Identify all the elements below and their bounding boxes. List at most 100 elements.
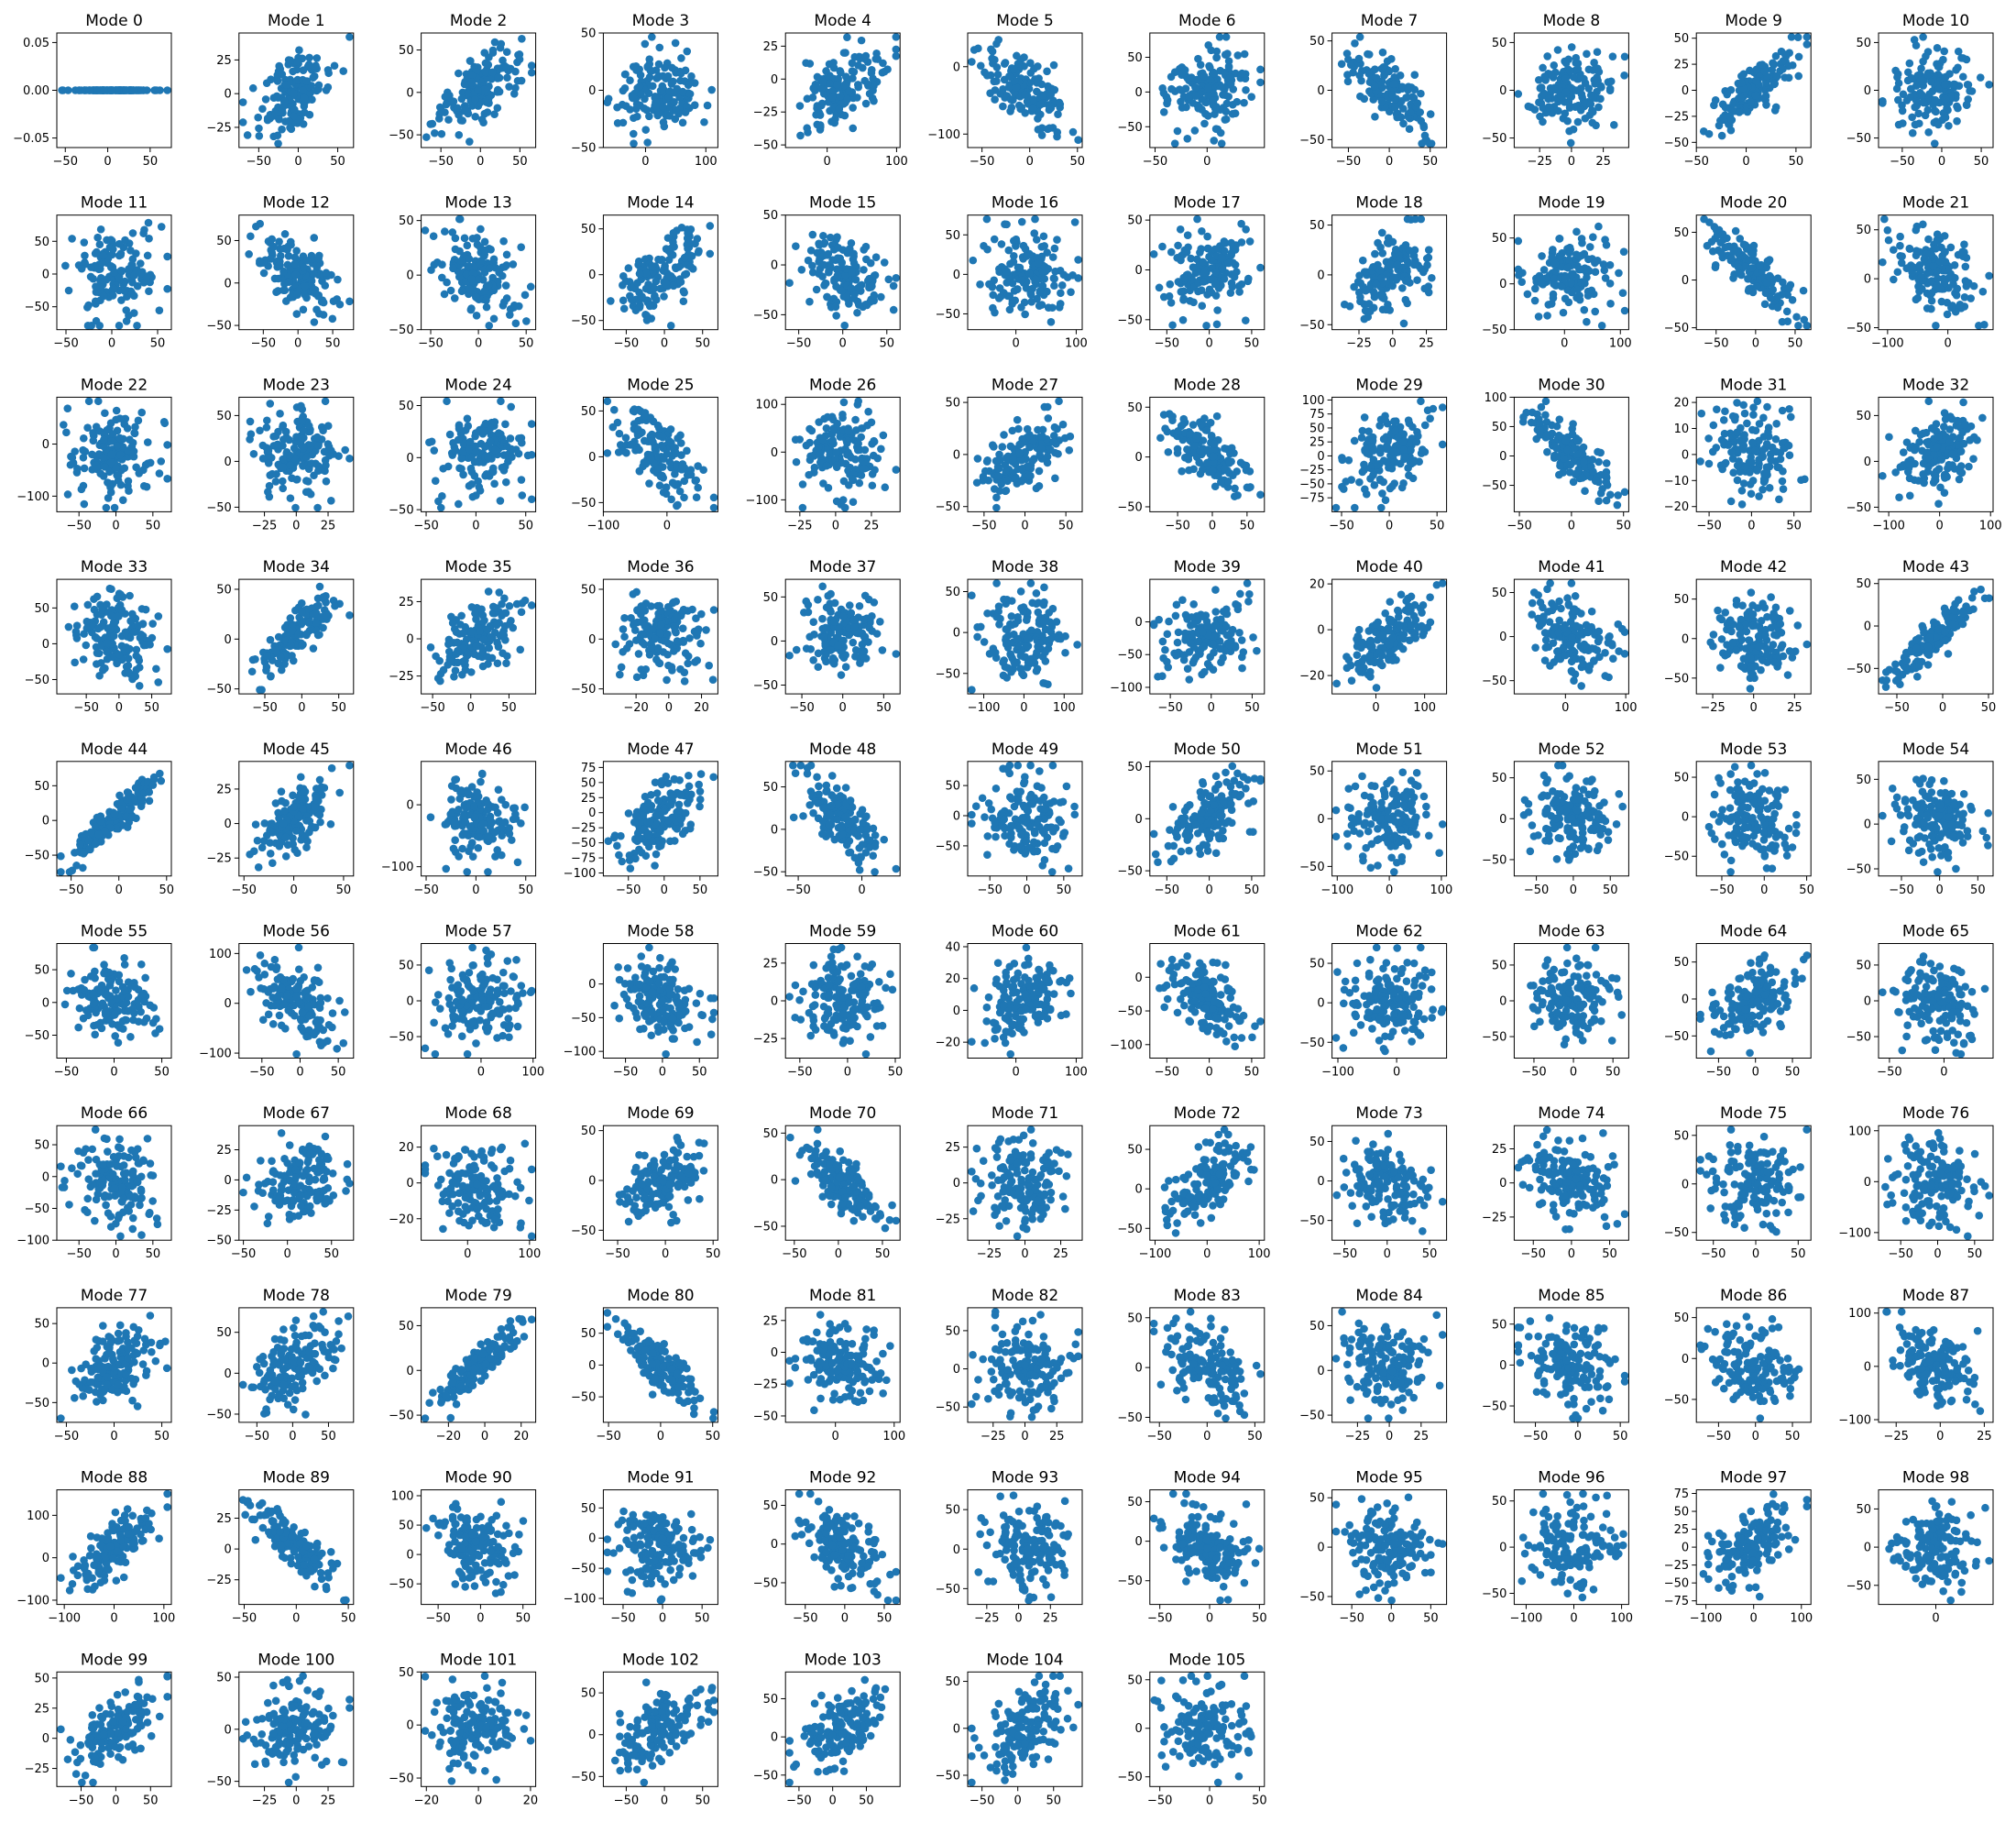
scatter-point — [1009, 96, 1017, 104]
scatter-point — [302, 294, 311, 302]
scatter-point — [73, 468, 82, 477]
scatter-point — [815, 418, 823, 426]
scatter-point — [1773, 72, 1781, 81]
scatter-point — [1237, 458, 1245, 466]
scatter-point — [1392, 246, 1400, 254]
scatter-points — [792, 397, 900, 511]
scatter-point — [1912, 296, 1921, 304]
y-tick-label: 0 — [406, 269, 413, 283]
scatter-point — [1033, 79, 1041, 87]
scatter-point — [455, 70, 463, 78]
panel-title: Mode 8 — [1543, 12, 1601, 30]
scatter-point — [859, 64, 867, 72]
x-tick-label: 100 — [885, 155, 908, 169]
scatter-point — [1771, 106, 1780, 115]
scatter-point — [1917, 273, 1925, 281]
scatter-point — [501, 263, 509, 271]
x-tick-label: 0 — [292, 519, 300, 532]
scatter-point — [667, 322, 675, 330]
scatter-points — [246, 397, 353, 511]
scatter-point — [266, 400, 274, 408]
scatter-point — [1056, 303, 1064, 312]
scatter-point — [1397, 114, 1406, 122]
scatter-point — [1557, 93, 1565, 101]
x-tick-label: 50 — [512, 155, 528, 169]
x-tick-label: 0 — [661, 337, 668, 351]
scatter-point — [1343, 49, 1352, 58]
scatter-point — [980, 475, 988, 483]
scatter-point — [1885, 236, 1893, 245]
scatter-point — [518, 35, 526, 43]
scatter-point — [1800, 287, 1808, 295]
scatter-point — [1535, 76, 1543, 84]
scatter-point — [1420, 124, 1429, 132]
x-tick-label: 50 — [880, 337, 895, 351]
scatter-point — [809, 84, 817, 93]
scatter-point — [314, 255, 323, 263]
scatter-point — [1941, 81, 1949, 89]
scatter-point — [129, 229, 137, 237]
scatter-point — [1932, 322, 1940, 330]
scatter-point — [1049, 253, 1057, 261]
scatter-point — [1378, 489, 1386, 498]
scatter-point — [1547, 84, 1555, 93]
scatter-point — [277, 252, 285, 260]
scatter-point — [1940, 48, 1948, 56]
scatter-point — [1934, 44, 1942, 52]
scatter-point — [1737, 72, 1746, 81]
scatter-point — [1554, 107, 1562, 115]
scatter-point — [890, 306, 898, 314]
scatter-point — [108, 451, 116, 459]
scatter-point — [853, 309, 861, 317]
scatter-point — [1583, 318, 1591, 326]
scatter-point — [873, 455, 882, 463]
scatter-point — [893, 274, 901, 282]
scatter-point — [1578, 239, 1586, 247]
scatter-point — [677, 278, 685, 286]
scatter-point — [300, 66, 308, 74]
scatter-point — [1216, 33, 1224, 41]
scatter-point — [1709, 247, 1717, 256]
scatter-point — [1423, 261, 1431, 269]
scatter-point — [477, 257, 486, 265]
y-tick-label: −50 — [1299, 319, 1324, 333]
scatter-point — [677, 54, 685, 62]
scatter-point — [1879, 258, 1887, 267]
scatter-point — [132, 464, 140, 472]
scatter-point — [1204, 445, 1212, 454]
scatter-point — [119, 496, 127, 504]
scatter-point — [636, 82, 644, 91]
scatter-point — [1588, 119, 1596, 127]
scatter-point — [1224, 477, 1233, 486]
x-tick-label: 0 — [294, 155, 301, 169]
scatter-point — [1425, 246, 1433, 254]
scatter-point — [1051, 474, 1059, 482]
scatter-point — [1927, 78, 1935, 86]
scatter-point — [1185, 452, 1193, 460]
scatter-point — [300, 427, 308, 435]
y-tick-label: −50 — [936, 500, 960, 514]
scatter-point — [840, 82, 849, 90]
scatter-point — [1381, 416, 1389, 424]
scatter-point — [1985, 81, 1993, 89]
scatter-point — [500, 298, 509, 306]
scatter-point — [1941, 232, 1949, 240]
scatter-point — [439, 465, 447, 473]
x-tick-label: −25 — [1527, 155, 1551, 169]
scatter-point — [1556, 235, 1564, 243]
scatter-point — [297, 402, 305, 411]
scatter-point — [1621, 52, 1629, 60]
scatter-point — [893, 52, 901, 60]
scatter-point — [311, 318, 319, 326]
panel-title: Mode 2 — [450, 12, 508, 30]
scatter-point — [808, 427, 816, 435]
scatter-point — [310, 269, 318, 278]
scatter-point — [160, 419, 169, 427]
scatter-point — [816, 121, 825, 129]
x-tick-label: 0 — [477, 155, 484, 169]
scatter-point — [464, 415, 472, 423]
scatter-point — [115, 240, 124, 248]
scatter-point — [1021, 109, 1029, 117]
scatter-point — [1779, 65, 1787, 73]
